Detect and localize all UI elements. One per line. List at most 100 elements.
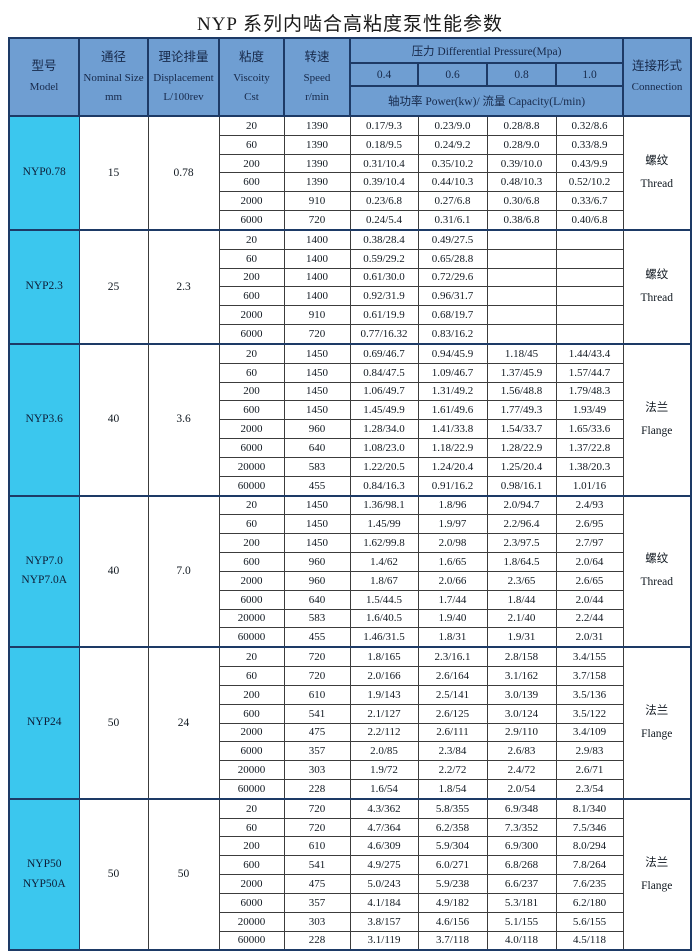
model-cell: NYP3.6: [8, 342, 80, 497]
table-row: 60 720 2.0/166 2.6/164 3.1/162 3.7/158: [9, 666, 691, 686]
header-displacement: 理论排量 Displacement L/100rev: [147, 37, 220, 117]
power-capacity-cell: 7.5/346: [555, 817, 624, 838]
power-capacity-cell: 1.4/62: [349, 552, 419, 572]
speed-cell: 1400: [283, 248, 351, 269]
speed-cell: 1390: [283, 134, 351, 155]
power-capacity-cell: 1.24/20.4: [417, 456, 488, 477]
speed-cell: 1400: [283, 267, 351, 288]
power-capacity-cell: 2.6/164: [417, 666, 488, 686]
power-capacity-cell: 2.6/125: [417, 703, 488, 724]
power-capacity-cell: 8.1/340: [555, 797, 624, 819]
power-capacity-cell: 1.22/20.5: [349, 456, 419, 477]
power-capacity-cell: 1.62/99.8: [349, 533, 419, 554]
nominal-size-cell: 15: [78, 115, 149, 231]
power-capacity-cell: 0.39/10.4: [349, 172, 419, 193]
power-capacity-cell: 0.61/30.0: [349, 267, 419, 288]
viscosity-cell: 60000: [218, 778, 285, 800]
power-capacity-cell: 6.9/348: [486, 797, 557, 819]
power-capacity-cell: 4.3/362: [349, 797, 419, 819]
header-connection: 连接形式 Connection: [622, 37, 693, 117]
viscosity-cell: 2000: [218, 570, 285, 591]
power-capacity-cell: 2.1/40: [486, 608, 557, 629]
nominal-size-cell: 50: [78, 646, 149, 800]
power-capacity-cell: 0.69/46.7: [349, 342, 419, 364]
table-body: NYP0.78 15 0.78 20 1390 0.17/9.3 0.23/9.0 0.28/…: [8, 114, 692, 951]
viscosity-cell: 20000: [218, 456, 285, 477]
power-capacity-cell: 3.4/109: [555, 722, 624, 743]
power-capacity-cell: 2.3/54: [555, 778, 624, 800]
power-capacity-cell: 1.6/65: [417, 552, 488, 572]
speed-cell: 610: [283, 684, 351, 705]
power-capacity-cell: [555, 305, 624, 326]
table-row: NYP0.78 15 0.78 20 1390 0.17/9.3 0.23/9.0 0.28/…: [8, 114, 692, 231]
nominal-size-cell: 25: [78, 228, 149, 345]
header-model-en: Model: [29, 81, 59, 94]
power-capacity-cell: 1.18/45: [486, 342, 557, 364]
power-capacity-cell: 0.91/16.2: [417, 475, 488, 497]
power-capacity-cell: 1.01/16: [555, 475, 624, 497]
header-disp-unit: L/100rev: [163, 90, 204, 103]
viscosity-cell: 60: [218, 362, 285, 383]
header-pressure-0.4: 0.4: [349, 62, 419, 87]
power-capacity-cell: 0.49/27.5: [417, 228, 488, 250]
power-capacity-cell: 1.8/54: [417, 778, 488, 800]
viscosity-cell: 600: [218, 855, 285, 876]
power-capacity-cell: 1.61/49.6: [417, 400, 488, 421]
power-capacity-cell: 2.6/111: [417, 722, 488, 743]
connection-cell: 螺纹 Thread: [622, 494, 692, 648]
power-capacity-cell: 1.37/45.9: [486, 362, 557, 383]
viscosity-cell: 2000: [218, 722, 285, 743]
viscosity-cell: 20: [218, 494, 285, 516]
viscosity-cell: 60: [218, 248, 285, 269]
model-cell: NYP24: [8, 646, 80, 800]
power-capacity-cell: 1.8/44: [486, 589, 557, 610]
power-capacity-cell: 1.36/98.1: [349, 494, 419, 516]
speed-cell: 720: [283, 817, 351, 838]
power-capacity-cell: 1.8/67: [349, 570, 419, 591]
displacement-cell: 24: [147, 646, 220, 800]
power-capacity-cell: 4.9/182: [417, 892, 488, 913]
speed-cell: 1450: [283, 362, 351, 383]
power-capacity-cell: 1.45/49.9: [349, 400, 419, 421]
table-row: 60 1450 1.45/99 1.9/97 2.2/96.4 2.6/95: [9, 514, 691, 535]
power-capacity-cell: 4.0/118: [486, 930, 557, 951]
power-capacity-cell: [486, 228, 557, 250]
speed-cell: 720: [283, 324, 351, 345]
power-capacity-cell: 0.24/9.2: [417, 134, 488, 155]
power-capacity-cell: 1.09/46.7: [417, 362, 488, 383]
power-capacity-cell: 0.59/29.2: [349, 248, 419, 269]
header-pressure-0.8: 0.8: [486, 62, 557, 87]
power-capacity-cell: 0.23/6.8: [349, 191, 419, 212]
power-capacity-cell: 0.32/8.6: [555, 114, 624, 136]
power-capacity-cell: 4.7/364: [349, 817, 419, 838]
header-size-en: Nominal Size: [83, 71, 144, 84]
viscosity-cell: 200: [218, 381, 285, 402]
speed-cell: 720: [283, 210, 351, 231]
viscosity-cell: 60: [218, 514, 285, 535]
power-capacity-cell: 2.9/83: [555, 741, 624, 762]
power-capacity-cell: 4.5/118: [555, 930, 624, 951]
power-capacity-cell: 2.2/96.4: [486, 514, 557, 535]
table-row: 60000 455 0.84/16.3 0.91/16.2 0.98/16.1 1.01/…: [9, 475, 691, 497]
power-capacity-cell: 1.8/165: [349, 646, 419, 668]
power-capacity-cell: 0.68/19.7: [417, 305, 488, 326]
speed-cell: 357: [283, 741, 351, 762]
power-capacity-cell: 0.38/28.4: [349, 228, 419, 250]
power-capacity-cell: 2.5/141: [417, 684, 488, 705]
power-capacity-cell: 0.33/8.9: [555, 134, 624, 155]
speed-cell: 910: [283, 191, 351, 212]
power-capacity-cell: 2.1/127: [349, 703, 419, 724]
power-capacity-cell: 2.4/72: [486, 760, 557, 780]
speed-cell: 455: [283, 627, 351, 648]
table-row: NYP2.3 25 2.3 20 1400 0.38/28.4 0.49/27.5 螺纹 Thr…: [8, 228, 692, 345]
table-row: 600 1390 0.39/10.4 0.44/10.3 0.48/10.3 0.52/1…: [9, 172, 691, 193]
table-header: 型号 Model 通径 Nominal Size mm 理论排量 Displac…: [8, 37, 693, 117]
header-pressure: 压力 Differential Pressure(Mpa): [348, 37, 625, 64]
power-capacity-cell: [486, 286, 557, 307]
power-capacity-cell: 2.0/98: [417, 533, 488, 554]
viscosity-cell: 2000: [218, 419, 285, 440]
power-capacity-cell: 1.7/44: [417, 589, 488, 610]
power-capacity-cell: 0.40/6.8: [555, 210, 624, 231]
table-row: 2000 475 5.0/243 5.9/238 6.6/237 7.6/235: [9, 874, 691, 894]
nominal-size-cell: 40: [78, 494, 149, 648]
